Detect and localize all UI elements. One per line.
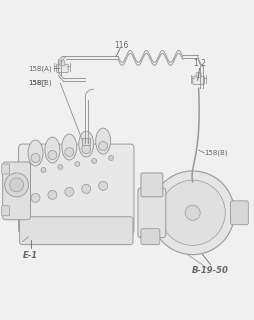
- Circle shape: [10, 178, 23, 192]
- Circle shape: [65, 148, 73, 156]
- Circle shape: [41, 167, 46, 172]
- Circle shape: [98, 141, 107, 150]
- Circle shape: [5, 173, 28, 197]
- Circle shape: [65, 188, 73, 196]
- FancyBboxPatch shape: [230, 201, 247, 225]
- Circle shape: [108, 156, 113, 161]
- FancyBboxPatch shape: [192, 76, 204, 84]
- Circle shape: [184, 205, 199, 220]
- Circle shape: [31, 154, 40, 163]
- FancyBboxPatch shape: [3, 162, 30, 220]
- FancyBboxPatch shape: [19, 144, 133, 234]
- Text: E-1: E-1: [23, 251, 38, 260]
- FancyBboxPatch shape: [195, 73, 200, 78]
- Ellipse shape: [95, 128, 110, 154]
- Text: 116: 116: [113, 41, 128, 50]
- Bar: [82, 138, 90, 145]
- Ellipse shape: [28, 140, 43, 166]
- Ellipse shape: [62, 134, 76, 160]
- Circle shape: [160, 180, 224, 245]
- Circle shape: [150, 171, 233, 255]
- Circle shape: [48, 190, 57, 199]
- FancyBboxPatch shape: [140, 173, 162, 197]
- Text: 158(A): 158(A): [28, 65, 52, 72]
- FancyBboxPatch shape: [20, 217, 132, 244]
- Ellipse shape: [78, 131, 93, 157]
- Circle shape: [82, 184, 90, 193]
- Ellipse shape: [45, 137, 60, 163]
- Text: B-19-50: B-19-50: [191, 266, 228, 275]
- Circle shape: [74, 162, 80, 166]
- FancyBboxPatch shape: [2, 164, 10, 174]
- FancyBboxPatch shape: [187, 177, 197, 184]
- Circle shape: [48, 150, 57, 159]
- Text: 1 2: 1 2: [193, 59, 205, 68]
- Bar: [82, 138, 90, 145]
- FancyBboxPatch shape: [60, 61, 65, 66]
- Circle shape: [98, 181, 107, 190]
- Circle shape: [91, 158, 96, 164]
- Text: 158(B): 158(B): [204, 150, 227, 156]
- FancyBboxPatch shape: [140, 229, 159, 244]
- Circle shape: [31, 193, 40, 202]
- FancyBboxPatch shape: [2, 206, 10, 216]
- Circle shape: [82, 145, 90, 154]
- FancyBboxPatch shape: [137, 188, 165, 238]
- Circle shape: [58, 164, 62, 170]
- Text: 158Ⓑ: 158Ⓑ: [28, 79, 46, 86]
- FancyBboxPatch shape: [56, 64, 68, 73]
- Text: 158(B): 158(B): [28, 79, 52, 85]
